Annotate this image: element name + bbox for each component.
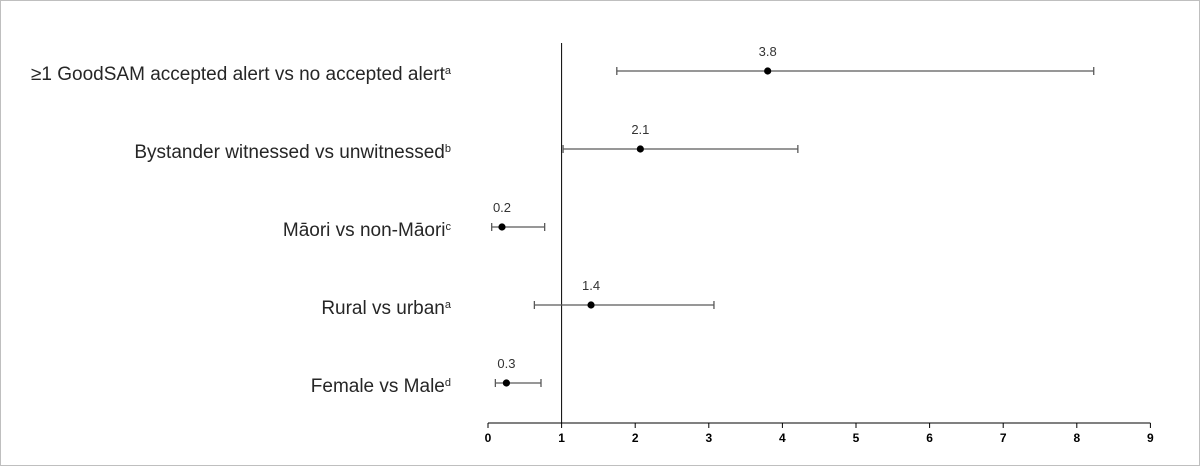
x-tick-label: 6	[926, 431, 933, 445]
data-label: 2.1	[631, 122, 649, 137]
row-label: Bystander witnessed vs unwitnessedb	[134, 137, 451, 165]
data-label: 0.2	[493, 200, 511, 215]
data-label: 0.3	[497, 356, 515, 371]
x-tick-label: 5	[853, 431, 860, 445]
data-label: 3.8	[759, 44, 777, 59]
x-tick-label: 2	[632, 431, 639, 445]
estimate-point	[502, 379, 510, 387]
estimate-point	[764, 67, 772, 75]
estimate-point	[498, 223, 506, 231]
data-label: 1.4	[582, 278, 600, 293]
row-label-text: Rural vs urban	[321, 298, 445, 319]
row-label-text: Bystander witnessed vs unwitnessed	[134, 142, 445, 163]
x-tick-label: 4	[779, 431, 786, 445]
x-tick-label: 9	[1147, 431, 1154, 445]
x-tick-label: 1	[558, 431, 565, 445]
estimate-point	[636, 145, 644, 153]
x-tick-label: 8	[1073, 431, 1080, 445]
row-label: Māori vs non-Māoric	[283, 215, 451, 243]
row-label-footnote: a	[444, 65, 451, 77]
row-label-footnote: d	[444, 377, 451, 389]
row-label-text: Māori vs non-Māori	[282, 220, 446, 241]
row-label: Rural vs urbana	[321, 293, 451, 321]
row-label-footnote: a	[444, 299, 451, 311]
row-label-text: Female vs Male	[310, 376, 445, 397]
row-label: Female vs Maled	[311, 371, 451, 399]
row-label-footnote: b	[444, 143, 451, 155]
row-label-footnote: c	[445, 221, 452, 233]
estimate-point	[587, 301, 595, 309]
x-tick-label: 7	[1000, 431, 1007, 445]
row-label: ≥1 GoodSAM accepted alert vs no accepted…	[0, 59, 451, 87]
x-tick-label: 0	[485, 431, 492, 445]
x-tick-label: 3	[705, 431, 712, 445]
row-label-text: ≥1 GoodSAM accepted alert vs no accepted…	[30, 64, 445, 85]
